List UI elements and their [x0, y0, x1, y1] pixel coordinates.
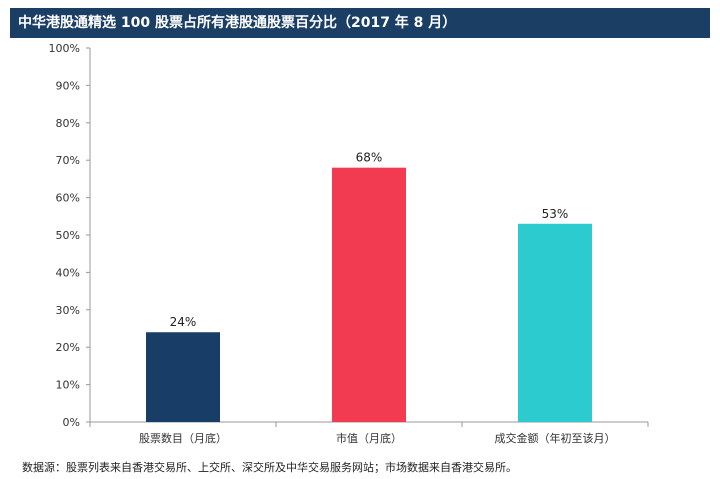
source-note: 数据源：股票列表来自香港交易所、上交所、深交所及中华交易服务网站；市场数据来自香… [22, 461, 517, 474]
data-label: 24% [170, 315, 197, 329]
bar [518, 223, 592, 422]
bar [332, 167, 406, 422]
data-label: 53% [542, 207, 569, 221]
x-tick-label: 股票数目（月底） [139, 431, 227, 445]
y-tick-label: 100% [49, 42, 80, 55]
y-tick-label: 10% [56, 379, 80, 392]
y-tick-label: 40% [56, 266, 80, 279]
data-label: 68% [356, 151, 383, 165]
x-tick-label: 市值（月底） [336, 431, 402, 445]
bar [146, 332, 220, 422]
y-tick-label: 50% [56, 229, 80, 242]
y-tick-label: 70% [56, 154, 80, 167]
x-tick-label: 成交金额（年初至该月） [495, 431, 616, 445]
y-tick-label: 0% [63, 416, 80, 429]
y-tick-label: 80% [56, 117, 80, 130]
y-tick-label: 60% [56, 192, 80, 205]
y-tick-label: 20% [56, 341, 80, 354]
chart-title: 中华港股通精选 100 股票占所有港股通股票百分比（2017 年 8 月） [10, 8, 710, 38]
y-tick-label: 90% [56, 79, 80, 92]
y-tick-label: 30% [56, 304, 80, 317]
